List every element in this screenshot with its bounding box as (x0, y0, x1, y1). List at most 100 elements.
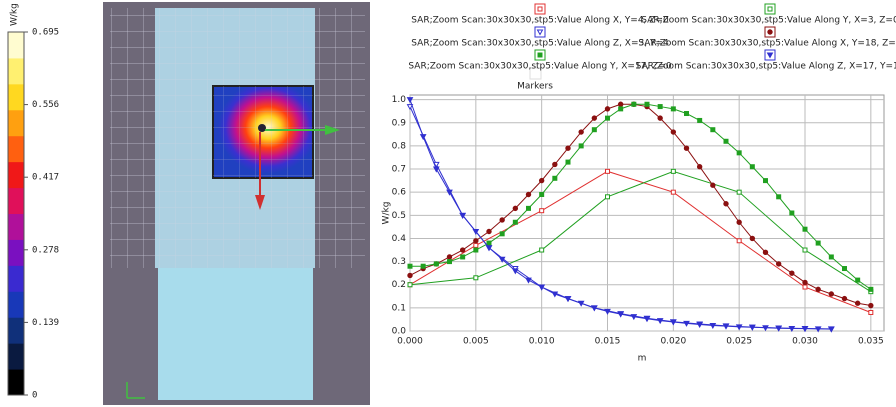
colorbar-band (8, 110, 24, 136)
data-point (605, 107, 609, 111)
colorbar-band (8, 188, 24, 214)
data-point (592, 116, 596, 120)
data-point (776, 262, 780, 266)
colorbar-band (8, 58, 24, 84)
data-point (539, 178, 543, 182)
probe-point (258, 124, 266, 132)
data-point (777, 195, 781, 199)
data-point (474, 243, 478, 247)
data-point (869, 310, 873, 314)
colorbar-band (8, 136, 24, 162)
data-point (526, 192, 530, 196)
data-point (487, 229, 491, 233)
legend-label: SAR;Zoom Scan:30x30x30,stp5:Value Along … (636, 62, 896, 72)
y-tick-label: 0.9 (392, 118, 407, 128)
x-tick-label: 0.020 (660, 337, 686, 347)
data-point (855, 301, 859, 305)
data-point (750, 236, 754, 240)
data-point (434, 262, 438, 266)
data-point (790, 211, 794, 215)
data-point (553, 162, 557, 166)
data-point (843, 267, 847, 271)
colorbar-band (8, 343, 24, 369)
render-view (103, 2, 370, 405)
data-point (803, 285, 807, 289)
plot-area (410, 95, 884, 331)
data-point (803, 248, 807, 252)
y-tick-label: 0.5 (392, 211, 406, 221)
data-point (803, 227, 807, 231)
legend-marker (538, 7, 542, 11)
colorbar-band (8, 214, 24, 240)
data-point (606, 116, 610, 120)
colorbar-band (8, 162, 24, 188)
y-tick-label: 0.1 (392, 303, 406, 313)
data-point (540, 209, 544, 213)
colorbar-tick-label: 0.695 (32, 28, 59, 38)
x-tick-label: 0.000 (397, 337, 423, 347)
y-tick-label: 0.0 (392, 327, 407, 337)
data-point (474, 248, 478, 252)
y-tick-label: 0.6 (392, 188, 407, 198)
hotspot-grid (213, 86, 313, 178)
colorbar-tick-label: 0 (32, 391, 37, 401)
data-point (711, 183, 715, 187)
data-point (803, 280, 807, 284)
data-point (856, 278, 860, 282)
data-point (579, 130, 583, 134)
colorbar-tick-label: 0.556 (32, 100, 59, 110)
data-point (671, 130, 675, 134)
data-point (750, 165, 754, 169)
data-point (829, 292, 833, 296)
data-point (658, 105, 662, 109)
data-point (829, 255, 833, 259)
legend-title: Markers (517, 82, 553, 92)
screen: m W/kg W/kg Markers 0.6950.5560.4170.278… (0, 0, 896, 407)
data-point (540, 248, 544, 252)
y-tick-label: 1.0 (392, 95, 407, 105)
data-point (684, 146, 688, 150)
data-point (474, 276, 478, 280)
data-point (408, 264, 412, 268)
data-point (606, 169, 610, 173)
x-tick-label: 0.025 (726, 337, 752, 347)
data-point (869, 287, 873, 291)
data-point (408, 283, 412, 287)
x-axis-label: m (638, 354, 647, 364)
data-point (737, 239, 741, 243)
colorbar-band (8, 369, 24, 395)
data-point (842, 296, 846, 300)
y-tick-label: 0.4 (392, 234, 407, 244)
data-point (724, 202, 728, 206)
data-point (448, 260, 452, 264)
data-point (606, 195, 610, 199)
data-point (869, 303, 873, 307)
data-point (513, 220, 517, 224)
colorbar-band (8, 84, 24, 110)
y-axis-label: W/kg (382, 202, 392, 225)
x-tick-label: 0.015 (595, 337, 621, 347)
data-point (816, 287, 820, 291)
data-point (764, 179, 768, 183)
colorbar-band (8, 265, 24, 291)
data-point (618, 102, 622, 106)
phantom-body (158, 268, 313, 400)
data-point (645, 102, 649, 106)
colorbar-band (8, 291, 24, 317)
colorbar-band (8, 32, 24, 58)
data-point (461, 255, 465, 259)
data-point (592, 128, 596, 132)
data-point (698, 118, 702, 122)
data-point (671, 107, 675, 111)
data-point (447, 255, 451, 259)
data-point (737, 190, 741, 194)
data-point (658, 116, 662, 120)
colorbar-band (8, 239, 24, 265)
legend-label: SAR;Zoom Scan:30x30x30,stp5:Value Along … (641, 16, 896, 26)
data-point (500, 218, 504, 222)
data-point (566, 160, 570, 164)
data-point (816, 241, 820, 245)
legend-label: SAR;Zoom Scan:30x30x30,stp5:Value Along … (411, 39, 669, 49)
data-point (671, 169, 675, 173)
data-point (513, 206, 517, 210)
